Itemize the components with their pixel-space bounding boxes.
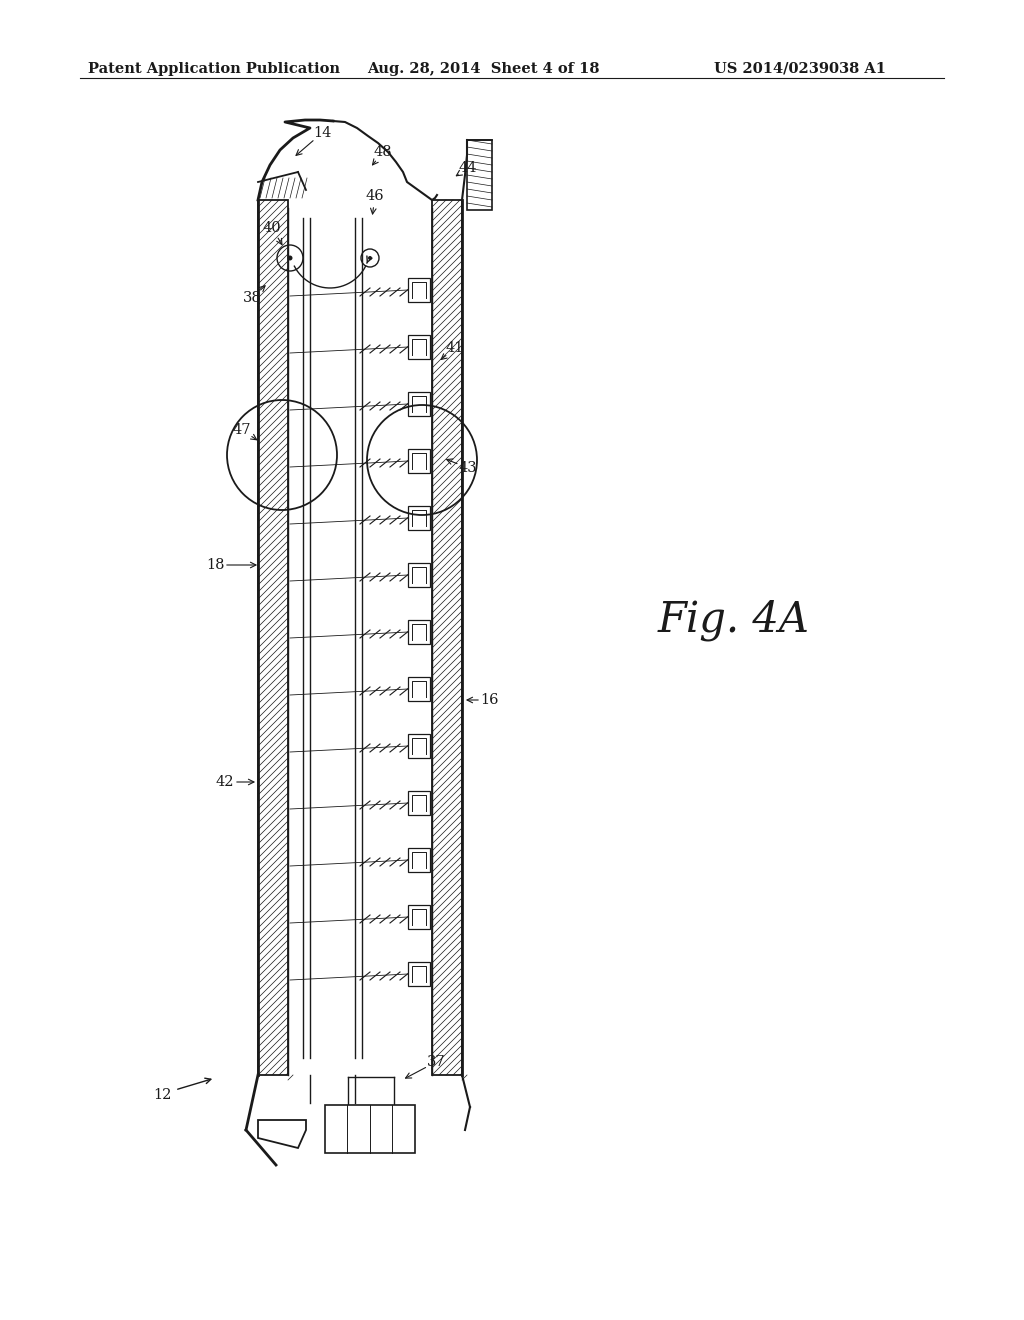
- Bar: [408, 392, 430, 416]
- Text: 40: 40: [263, 220, 282, 235]
- Bar: [408, 962, 430, 986]
- Text: 44: 44: [459, 161, 477, 176]
- Text: 43: 43: [459, 461, 477, 475]
- Text: 42: 42: [216, 775, 234, 789]
- Bar: [408, 906, 430, 929]
- Bar: [408, 279, 430, 302]
- Bar: [408, 791, 430, 814]
- Bar: [408, 734, 430, 758]
- Text: US 2014/0239038 A1: US 2014/0239038 A1: [714, 62, 886, 77]
- Text: 14: 14: [312, 125, 331, 140]
- Text: Patent Application Publication: Patent Application Publication: [88, 62, 340, 77]
- Text: 16: 16: [480, 693, 500, 708]
- Bar: [258, 201, 288, 1074]
- Circle shape: [288, 256, 293, 260]
- Polygon shape: [258, 1119, 306, 1148]
- Bar: [408, 335, 430, 359]
- Circle shape: [368, 256, 372, 260]
- Bar: [408, 620, 430, 644]
- Bar: [432, 201, 462, 1074]
- Text: 48: 48: [374, 145, 392, 158]
- Bar: [408, 564, 430, 587]
- Bar: [325, 1105, 415, 1152]
- Bar: [288, 201, 432, 1074]
- Bar: [467, 140, 492, 210]
- Bar: [408, 677, 430, 701]
- Text: 38: 38: [243, 290, 261, 305]
- Text: 18: 18: [206, 558, 224, 572]
- Bar: [408, 506, 430, 531]
- Text: 12: 12: [153, 1088, 171, 1102]
- Text: Fig. 4A: Fig. 4A: [658, 599, 810, 642]
- Text: 41: 41: [445, 341, 464, 355]
- Text: Aug. 28, 2014  Sheet 4 of 18: Aug. 28, 2014 Sheet 4 of 18: [367, 62, 599, 77]
- Text: 46: 46: [366, 189, 384, 203]
- Bar: [408, 449, 430, 473]
- Text: 37: 37: [427, 1055, 445, 1069]
- Bar: [408, 847, 430, 873]
- Text: 47: 47: [232, 422, 251, 437]
